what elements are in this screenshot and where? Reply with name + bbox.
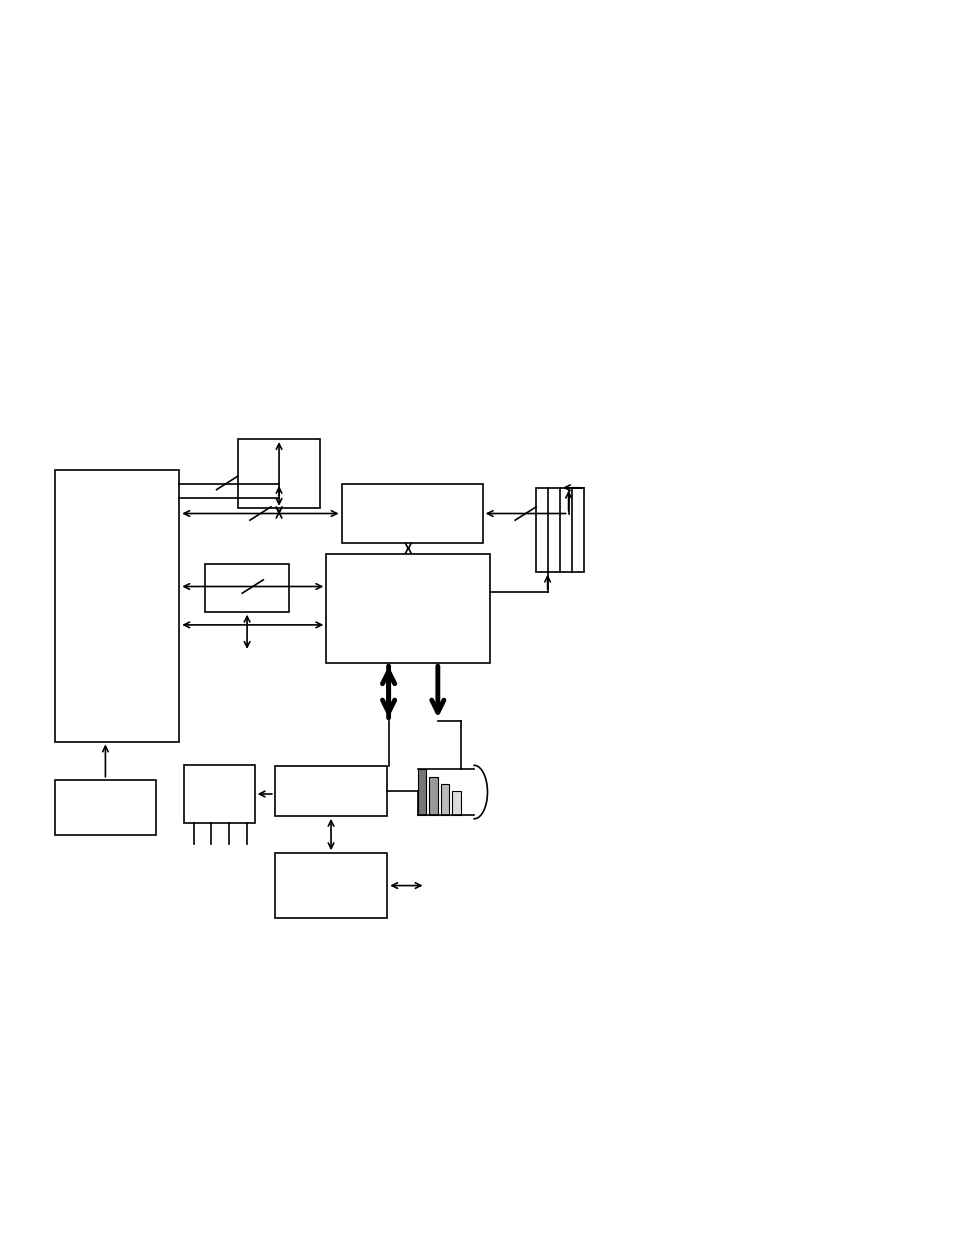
- Bar: [55, 469, 179, 741]
- Bar: [55, 779, 155, 835]
- Bar: [429, 777, 437, 815]
- Bar: [274, 853, 387, 918]
- Bar: [205, 564, 289, 611]
- Bar: [238, 440, 319, 508]
- Bar: [184, 766, 254, 823]
- Bar: [274, 767, 387, 816]
- Bar: [440, 784, 449, 815]
- Bar: [417, 769, 426, 815]
- Bar: [536, 488, 583, 572]
- Bar: [341, 484, 482, 543]
- Bar: [452, 792, 460, 815]
- Bar: [326, 553, 490, 663]
